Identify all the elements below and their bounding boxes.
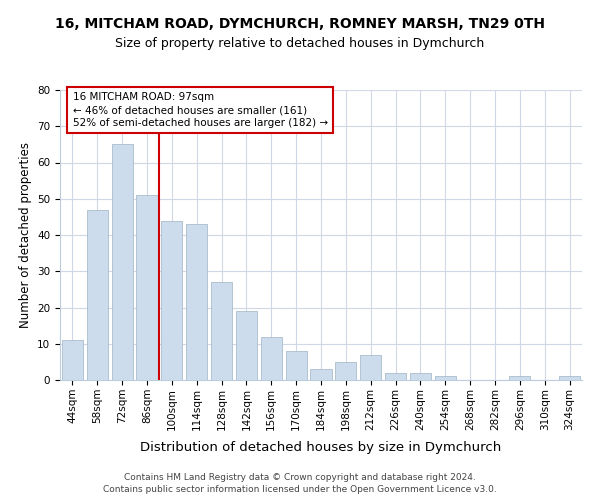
Bar xyxy=(62,340,83,380)
Bar xyxy=(435,376,456,380)
Bar xyxy=(410,373,431,380)
Bar xyxy=(112,144,133,380)
X-axis label: Distribution of detached houses by size in Dymchurch: Distribution of detached houses by size … xyxy=(140,441,502,454)
Text: Contains HM Land Registry data © Crown copyright and database right 2024.: Contains HM Land Registry data © Crown c… xyxy=(124,472,476,482)
Text: 16, MITCHAM ROAD, DYMCHURCH, ROMNEY MARSH, TN29 0TH: 16, MITCHAM ROAD, DYMCHURCH, ROMNEY MARS… xyxy=(55,18,545,32)
Bar xyxy=(385,373,406,380)
Text: Contains public sector information licensed under the Open Government Licence v3: Contains public sector information licen… xyxy=(103,485,497,494)
Bar xyxy=(286,351,307,380)
Bar xyxy=(310,369,332,380)
Bar xyxy=(335,362,356,380)
Bar xyxy=(360,354,381,380)
Bar xyxy=(161,220,182,380)
Bar xyxy=(136,195,158,380)
Bar xyxy=(509,376,530,380)
Bar xyxy=(559,376,580,380)
Y-axis label: Number of detached properties: Number of detached properties xyxy=(19,142,32,328)
Bar xyxy=(87,210,108,380)
Bar xyxy=(186,224,207,380)
Bar xyxy=(236,311,257,380)
Text: Size of property relative to detached houses in Dymchurch: Size of property relative to detached ho… xyxy=(115,38,485,51)
Bar xyxy=(261,336,282,380)
Text: 16 MITCHAM ROAD: 97sqm
← 46% of detached houses are smaller (161)
52% of semi-de: 16 MITCHAM ROAD: 97sqm ← 46% of detached… xyxy=(73,92,328,128)
Bar xyxy=(211,282,232,380)
